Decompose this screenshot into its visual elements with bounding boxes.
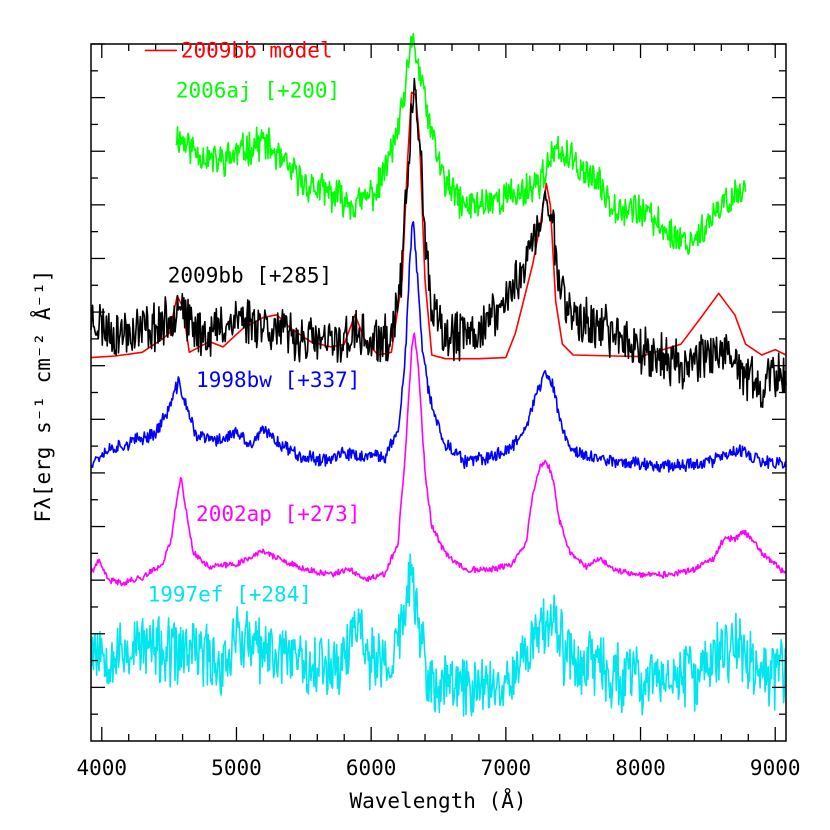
- series-line-1997ef-284: [90, 553, 787, 717]
- x-tick-label: 7000: [481, 756, 532, 780]
- x-tick-label: 9000: [750, 756, 801, 780]
- y-axis-title: Fλ[erg s⁻¹ cm⁻² Å⁻¹]: [29, 270, 55, 523]
- x-tick-label: 8000: [615, 756, 666, 780]
- label-2002ap-273: 2002ap [+273]: [196, 502, 360, 526]
- ticks-layer: [91, 43, 786, 741]
- x-tick-label: 4000: [76, 756, 127, 780]
- label-2009bb-model: 2009bb model: [181, 38, 333, 62]
- series-line-2009bb-285: [90, 77, 787, 408]
- series-layer: [90, 33, 787, 717]
- x-tick-label: 6000: [346, 756, 397, 780]
- label-2009bb-285: 2009bb [+285]: [168, 264, 332, 288]
- label-2006aj-200: 2006aj [+200]: [176, 79, 340, 103]
- series-line-2006aj-200: [175, 33, 747, 256]
- x-tick-label: 5000: [211, 756, 262, 780]
- x-tick-labels: 4000 5000 6000 7000 8000 9000: [76, 756, 800, 780]
- label-1997ef-284: 1997ef [+284]: [148, 583, 312, 607]
- series-labels: 2009bb model 2006aj [+200] 2009bb [+285] 19…: [144, 38, 360, 607]
- label-1998bw-337: 1998bw [+337]: [196, 368, 360, 392]
- series-line-1998bw-337: [90, 221, 787, 473]
- series-line-2002ap-273: [90, 332, 787, 587]
- x-axis-title: Wavelength (Å): [349, 787, 526, 813]
